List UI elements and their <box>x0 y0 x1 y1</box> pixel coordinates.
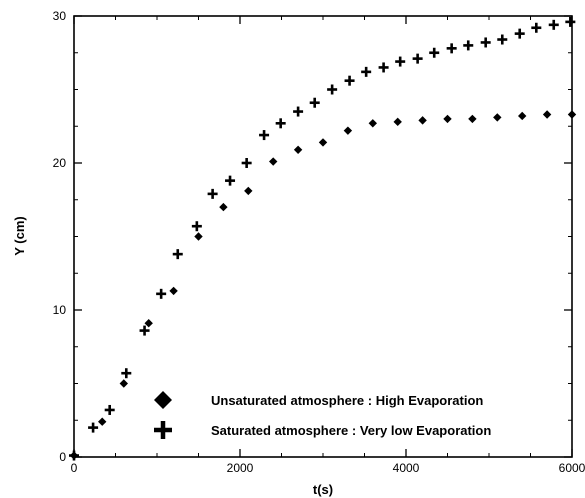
data-point-diamond <box>443 114 452 124</box>
data-point-plus <box>293 106 304 117</box>
data-point-plus <box>531 22 542 33</box>
y-tick-label: 20 <box>53 156 67 170</box>
data-point-diamond <box>567 110 577 119</box>
legend-diamond-marker <box>154 391 172 409</box>
data-point-diamond <box>418 116 427 125</box>
legend-marker-plus <box>154 421 172 439</box>
data-point-diamond <box>269 157 278 166</box>
x-tick-label: 2000 <box>227 461 254 475</box>
data-point-plus <box>463 40 474 51</box>
x-tick-label: 6000 <box>559 461 585 475</box>
data-point-plus <box>121 368 132 379</box>
data-point-plus <box>156 288 167 299</box>
data-point-diamond <box>219 202 228 212</box>
data-point-plus <box>565 16 576 27</box>
data-point-plus <box>361 66 372 77</box>
data-point-plus <box>275 118 286 129</box>
data-point-plus <box>241 158 252 168</box>
data-point-plus <box>327 84 338 95</box>
data-point-diamond <box>368 119 377 128</box>
data-point-plus <box>344 75 355 86</box>
data-point-plus <box>172 249 183 260</box>
y-axis-title: Y (cm) <box>12 216 27 256</box>
data-point-diamond <box>343 126 353 135</box>
data-point-diamond <box>244 186 253 196</box>
legend-label-saturated: Saturated atmosphere : Very low Evaporat… <box>211 423 491 438</box>
data-point-plus <box>104 404 115 415</box>
data-point-plus <box>207 188 218 199</box>
data-point-diamond <box>98 417 107 426</box>
x-tick-label: 0 <box>71 461 78 475</box>
data-point-diamond <box>169 286 178 296</box>
legend-marker-diamond <box>154 391 172 409</box>
data-point-diamond <box>542 110 552 119</box>
data-point-plus <box>412 53 423 64</box>
data-point-diamond <box>194 232 203 241</box>
data-point-plus <box>69 450 79 461</box>
data-point-plus <box>88 422 99 433</box>
data-point-plus <box>191 221 202 232</box>
series-unsaturated <box>69 110 577 460</box>
major-ticks <box>73 15 573 458</box>
minor-ticks <box>74 16 572 457</box>
legend-label-unsaturated: Unsaturated atmosphere : High Evaporatio… <box>211 393 483 408</box>
series-layer <box>69 16 577 461</box>
y-tick-label: 10 <box>53 303 67 317</box>
data-point-plus <box>309 97 320 108</box>
legend-plus-marker <box>154 421 172 439</box>
series-saturated <box>69 16 576 461</box>
x-tick-label: 4000 <box>393 461 420 475</box>
data-point-diamond <box>493 113 502 122</box>
data-point-plus <box>497 34 508 45</box>
data-point-plus <box>395 56 406 67</box>
data-point-plus <box>514 28 525 39</box>
x-axis-title: t(s) <box>313 482 333 497</box>
data-point-plus <box>225 175 236 186</box>
y-tick-label: 30 <box>53 9 67 23</box>
data-point-plus <box>446 43 457 54</box>
plot-area-frame <box>73 15 573 458</box>
data-point-diamond <box>393 117 402 127</box>
data-point-diamond <box>119 379 128 388</box>
data-point-diamond <box>518 111 527 121</box>
data-point-diamond <box>144 319 153 328</box>
data-point-plus <box>139 325 150 336</box>
data-point-diamond <box>318 138 328 147</box>
legend: Unsaturated atmosphere : High Evaporatio… <box>154 391 491 439</box>
data-point-plus <box>378 62 389 73</box>
y-tick-label: 0 <box>59 450 66 464</box>
tick-labels: 0 2000 4000 6000 0 10 20 30 <box>53 9 585 475</box>
data-point-plus <box>259 130 270 141</box>
data-point-diamond <box>293 145 303 154</box>
data-point-plus <box>480 37 491 48</box>
data-point-diamond <box>468 114 477 124</box>
data-point-plus <box>429 47 440 58</box>
data-point-plus <box>548 19 559 30</box>
